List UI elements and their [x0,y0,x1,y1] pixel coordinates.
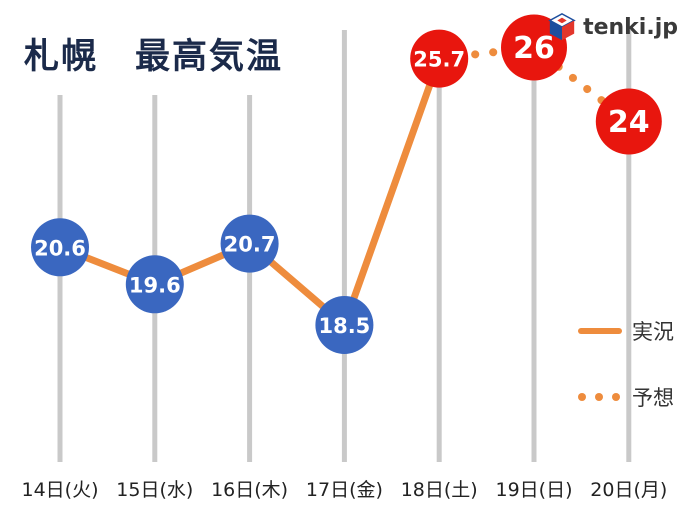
x-axis-label: 17日(金) [306,479,383,501]
x-axis-label: 19日(日) [495,479,572,501]
x-axis-label: 14日(火) [21,479,98,501]
x-axis-label: 16日(木) [211,479,288,501]
data-point-label: 19.6 [129,273,181,297]
data-point-label: 20.7 [224,233,276,257]
chart-legend: 実況 予想 [578,318,674,410]
forecast-point [410,29,469,88]
data-point-label: 26 [513,31,555,66]
legend-label-forecast: 予想 [632,386,674,410]
x-axis-label: 18日(土) [401,479,478,501]
legend-label-actual: 実況 [632,320,674,344]
data-point-label: 18.5 [318,314,370,338]
actual-point [315,296,374,354]
data-point-label: 24 [608,105,650,140]
tenki-cube-icon [548,13,576,41]
solid-line-swatch [578,328,622,334]
forecast-point [595,88,662,155]
x-axis-label: 20日(月) [590,479,667,501]
legend-item-forecast: 予想 [578,384,674,410]
page-title: 札幌 最高気温 [24,37,284,77]
x-axis-label: 15日(水) [116,479,193,501]
actual-point [220,214,279,273]
data-point-label: 20.6 [34,236,86,260]
tenki-logo[interactable]: tenki.jp [547,12,678,42]
dotted-line-swatch [578,393,622,401]
actual-point [31,218,89,277]
tenki-logo-text: tenki.jp [583,14,678,40]
data-point-label: 25.7 [413,48,465,72]
legend-item-actual: 実況 [578,318,674,344]
actual-point [125,255,184,314]
